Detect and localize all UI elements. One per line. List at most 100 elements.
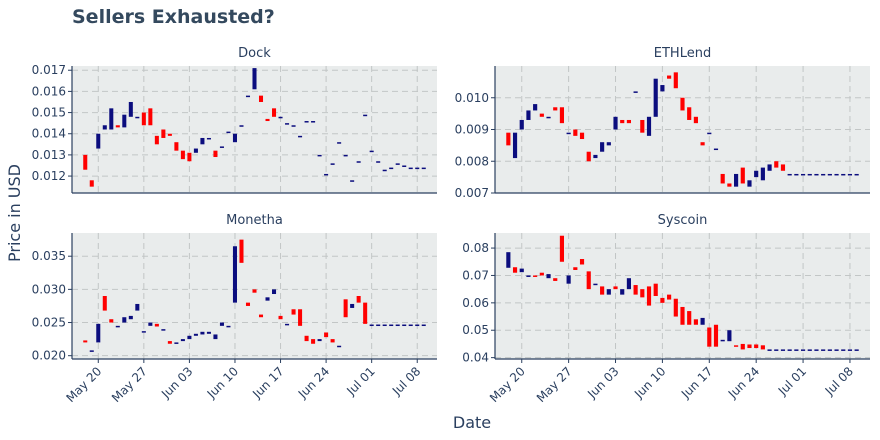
candle-increasing xyxy=(96,323,101,343)
candle-increasing xyxy=(774,349,779,351)
panel-title: Syscoin xyxy=(658,213,708,228)
x-tick-label: May 27 xyxy=(534,364,575,405)
candle-decreasing xyxy=(727,183,732,187)
candle-decreasing xyxy=(720,173,725,184)
candle-decreasing xyxy=(734,345,739,347)
candle-decreasing xyxy=(154,323,159,327)
candle-decreasing xyxy=(245,302,251,306)
candle-increasing xyxy=(363,114,368,117)
candle-decreasing xyxy=(640,119,645,133)
candle-increasing xyxy=(767,164,772,171)
candle-increasing xyxy=(727,330,732,342)
x-tick-label: Jul 08 xyxy=(822,364,856,398)
candle-decreasing xyxy=(646,286,652,306)
candle-increasing xyxy=(206,137,211,140)
candle-increasing xyxy=(660,85,665,92)
candle-increasing xyxy=(369,324,374,327)
candle-decreasing xyxy=(553,278,558,281)
candle-increasing xyxy=(285,323,290,326)
candle-decreasing xyxy=(506,132,511,146)
candle-increasing xyxy=(102,125,107,130)
candle-decreasing xyxy=(700,142,705,146)
candle-increasing xyxy=(265,297,270,301)
x-tick-label: Jul 08 xyxy=(389,364,423,398)
candle-decreasing xyxy=(148,108,153,126)
candle-increasing xyxy=(252,68,257,90)
candle-decreasing xyxy=(167,341,172,344)
candle-increasing xyxy=(620,289,625,295)
candle-decreasing xyxy=(653,283,658,296)
candle-increasing xyxy=(827,173,832,176)
candle-increasing xyxy=(847,173,853,176)
candle-increasing xyxy=(135,303,140,311)
candle-increasing xyxy=(566,132,571,135)
candle-decreasing xyxy=(586,271,591,290)
candle-decreasing xyxy=(174,142,179,151)
y-axis-label: Price in USD xyxy=(5,164,24,262)
candle-increasing xyxy=(533,104,538,111)
candle-decreasing xyxy=(539,113,544,117)
candle-decreasing xyxy=(154,135,159,145)
candle-increasing xyxy=(226,325,231,328)
candle-increasing xyxy=(337,345,342,348)
candle-increasing xyxy=(402,165,407,167)
candle-decreasing xyxy=(363,302,368,324)
candle-decreasing xyxy=(707,327,712,347)
candle-decreasing xyxy=(239,239,244,263)
x-tick-label: May 20 xyxy=(487,364,528,405)
candle-increasing xyxy=(841,173,846,176)
candle-increasing xyxy=(89,350,94,352)
candle-decreasing xyxy=(740,167,745,184)
panel-background xyxy=(72,233,437,359)
candle-decreasing xyxy=(298,309,303,326)
candle-decreasing xyxy=(667,294,672,300)
candle-increasing xyxy=(285,123,290,125)
candle-decreasing xyxy=(579,132,585,140)
candle-decreasing xyxy=(780,164,786,171)
candle-decreasing xyxy=(667,75,672,79)
candle-increasing xyxy=(606,289,611,295)
candle-increasing xyxy=(226,131,231,134)
candle-increasing xyxy=(304,121,309,123)
candle-decreasing xyxy=(330,339,335,343)
candle-increasing xyxy=(519,268,524,273)
y-tick-label: 0.06 xyxy=(462,296,489,310)
y-tick-label: 0.015 xyxy=(32,106,66,120)
candle-increasing xyxy=(122,114,127,128)
chart-title: Sellers Exhausted? xyxy=(72,6,275,28)
candle-increasing xyxy=(566,275,571,284)
candle-increasing xyxy=(821,349,826,351)
candle-increasing xyxy=(219,322,224,326)
candle-increasing xyxy=(232,246,237,303)
candle-increasing xyxy=(187,335,192,340)
y-tick-label: 0.025 xyxy=(32,316,66,330)
candle-decreasing xyxy=(559,235,565,262)
candle-increasing xyxy=(854,173,859,176)
candle-decreasing xyxy=(356,296,361,303)
candle-increasing xyxy=(122,317,127,323)
candle-increasing xyxy=(376,324,381,327)
candle-increasing xyxy=(135,116,140,119)
candle-decreasing xyxy=(754,344,759,349)
candle-decreasing xyxy=(613,286,618,290)
candle-increasing xyxy=(395,163,400,165)
candle-increasing xyxy=(854,349,859,351)
candle-increasing xyxy=(337,142,342,144)
candle-increasing xyxy=(834,173,839,176)
candle-increasing xyxy=(653,78,658,117)
candle-increasing xyxy=(606,142,611,146)
candle-increasing xyxy=(834,349,839,351)
candle-decreasing xyxy=(265,118,270,122)
candle-increasing xyxy=(128,101,133,117)
x-tick-label: Jun 24 xyxy=(725,364,762,401)
candle-decreasing xyxy=(747,344,752,349)
candle-decreasing xyxy=(673,72,678,89)
panel-background xyxy=(495,233,870,359)
candle-increasing xyxy=(148,322,153,326)
candle-decreasing xyxy=(109,319,114,323)
panel-title: Dock xyxy=(238,46,271,61)
candle-decreasing xyxy=(760,345,765,350)
panel-ethlend: ETHLend 0.007 0.008 0.009 0.010 xyxy=(455,46,870,200)
